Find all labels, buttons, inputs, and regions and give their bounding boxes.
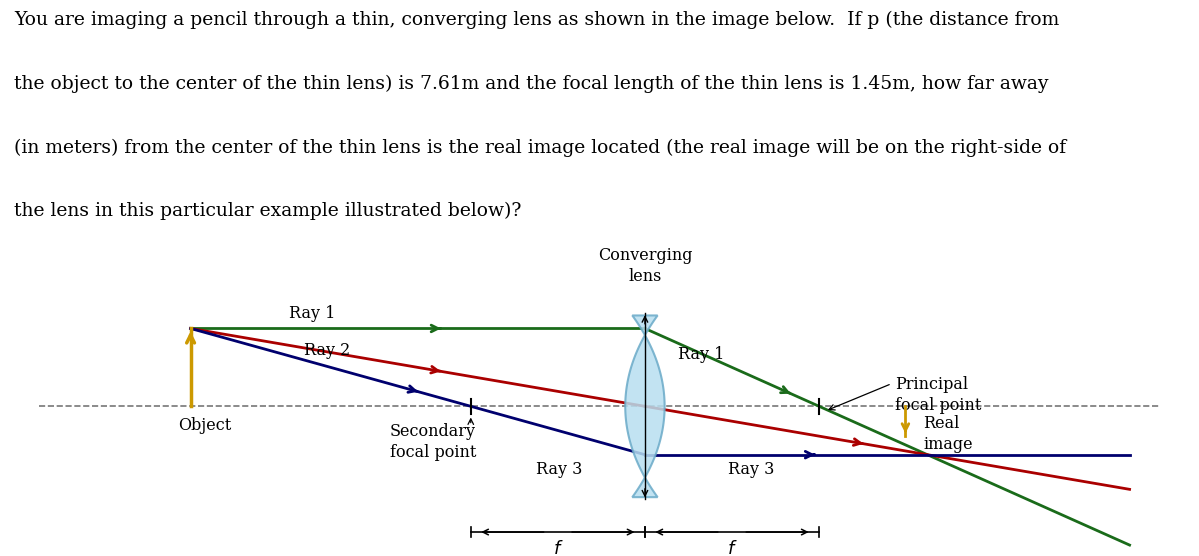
Text: Ray 1: Ray 1 [679, 346, 724, 364]
Text: $f$: $f$ [553, 540, 564, 556]
Text: Principal
focal point: Principal focal point [894, 376, 981, 414]
Text: the object to the center of the thin lens) is 7.61m and the focal length of the : the object to the center of the thin len… [14, 75, 1049, 93]
Text: Ray 3: Ray 3 [536, 461, 583, 478]
Text: Real
image: Real image [923, 415, 974, 453]
Text: Secondary
focal point: Secondary focal point [390, 423, 476, 461]
Text: Object: Object [179, 417, 231, 434]
Text: the lens in this particular example illustrated below)?: the lens in this particular example illu… [14, 202, 522, 220]
Text: Ray 3: Ray 3 [728, 461, 775, 478]
Text: Ray 2: Ray 2 [305, 342, 350, 359]
Text: (in meters) from the center of the thin lens is the real image located (the real: (in meters) from the center of the thin … [14, 138, 1067, 157]
Text: Converging
lens: Converging lens [597, 247, 692, 285]
Text: Ray 1: Ray 1 [289, 305, 336, 322]
Polygon shape [625, 315, 664, 497]
Text: You are imaging a pencil through a thin, converging lens as shown in the image b: You are imaging a pencil through a thin,… [14, 11, 1060, 29]
Text: $f$: $f$ [727, 540, 737, 556]
